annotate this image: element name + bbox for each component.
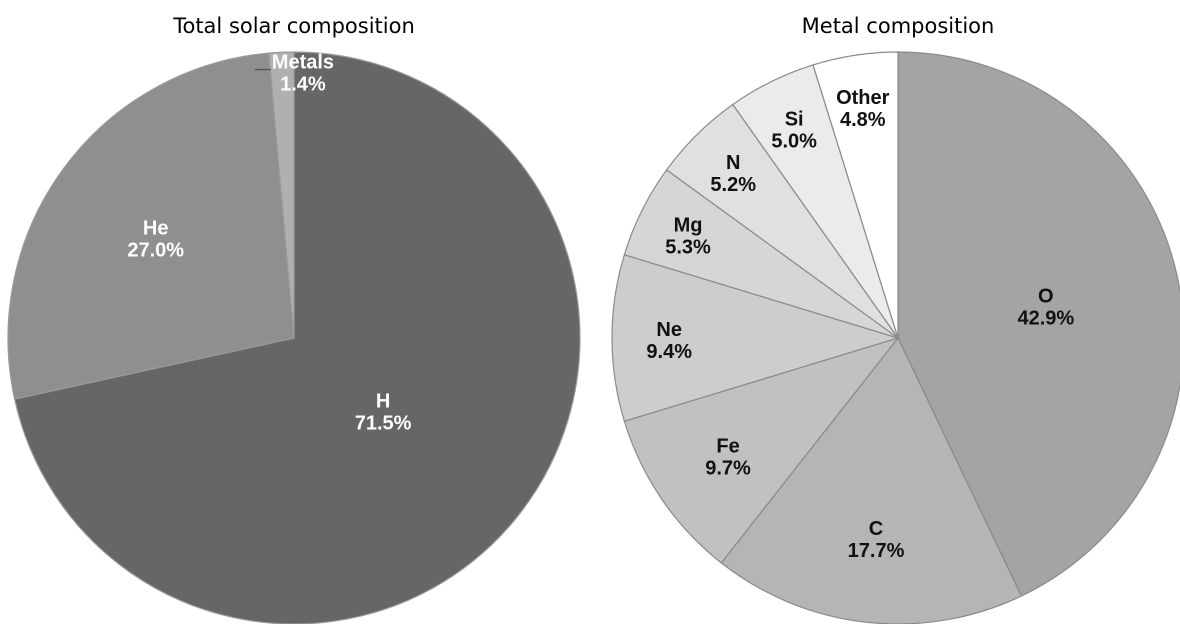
slice-label-c: C: [869, 518, 883, 540]
slice-label-n: N: [726, 152, 740, 174]
slice-value-h: 71.5%: [355, 413, 412, 435]
slice-label-metals: Metals: [272, 52, 334, 74]
slice-label-h: H: [376, 391, 390, 413]
pie-slice-he: [7, 52, 295, 400]
chart-title-metal-composition: Metal composition: [802, 14, 995, 38]
slice-label-ne: Ne: [656, 319, 682, 341]
slice-value-n: 5.2%: [710, 174, 756, 196]
slice-value-o: 42.9%: [1017, 307, 1074, 329]
slice-value-mg: 5.3%: [665, 237, 711, 259]
slice-label-he: He: [143, 217, 169, 239]
slice-value-he: 27.0%: [127, 239, 184, 261]
pie-labels: O42.9% C17.7% Fe9.7% Ne9.4% Mg5.3% N5.2% Si5.0…: [646, 87, 1074, 562]
chart-title-total-solar-composition: Total solar composition: [172, 14, 415, 38]
pie-slice-ne: [611, 254, 901, 422]
pie-slice-fe: [623, 336, 900, 564]
pie-slice-c: [720, 336, 1023, 624]
slice-label-o: O: [1038, 285, 1054, 307]
pie-slices: [7, 51, 581, 624]
pie-slice-metals: [268, 51, 295, 339]
pie-slice-other: [812, 51, 899, 339]
metal-composition-chart: Metal composition O42.9% C17.7% Fe9.7% Ne9.…: [611, 14, 1180, 624]
pie-slices: [611, 51, 1180, 624]
slice-label-si: Si: [785, 109, 804, 131]
slice-label-fe: Fe: [716, 435, 739, 457]
slice-label-mg: Mg: [674, 215, 703, 237]
slice-value-fe: 9.7%: [705, 457, 751, 479]
pie-slice-o: [897, 51, 1180, 597]
slice-value-c: 17.7%: [848, 540, 905, 562]
slice-value-other: 4.8%: [840, 109, 886, 131]
slice-value-ne: 9.4%: [646, 341, 692, 363]
pie-slice-h: [13, 51, 581, 624]
slice-value-si: 5.0%: [771, 131, 817, 153]
slice-value-metals: 1.4%: [280, 74, 326, 96]
slice-label-other: Other: [836, 87, 890, 109]
